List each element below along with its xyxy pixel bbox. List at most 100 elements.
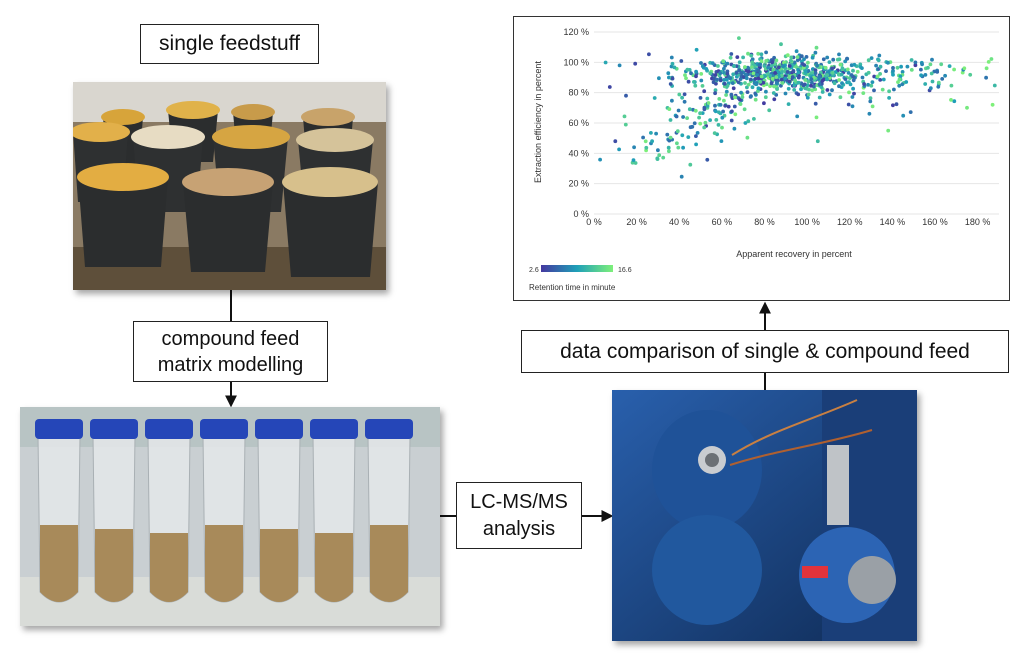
scatter-point: [913, 60, 918, 65]
scatter-point: [796, 80, 801, 85]
scatter-point: [676, 108, 681, 113]
scatter-point: [737, 60, 742, 65]
scatter-point: [877, 53, 882, 58]
scatter-point: [682, 99, 687, 104]
scatter-point: [770, 76, 775, 81]
scatter-point: [874, 63, 878, 68]
scatter-point: [990, 102, 995, 107]
scatter-point: [825, 55, 830, 60]
scatter-point: [725, 71, 730, 76]
scatter-point: [891, 103, 895, 108]
scatter-point: [745, 90, 750, 94]
scatter-point: [812, 84, 816, 89]
warning-label: [802, 566, 828, 578]
scatter-point: [745, 85, 749, 90]
scatter-point: [799, 87, 803, 92]
scatter-point: [799, 54, 804, 59]
scatter-point: [669, 55, 674, 60]
scatter-point: [686, 79, 691, 84]
scatter-point: [852, 62, 857, 67]
scatter-point: [962, 66, 967, 71]
scatter-point: [919, 67, 923, 72]
scatter-point: [724, 89, 729, 94]
scatter-point: [878, 64, 883, 69]
scatter-point: [928, 86, 933, 91]
sample-tube: [90, 419, 138, 603]
scatter-point: [821, 57, 826, 62]
sample-tube: [365, 419, 413, 603]
scatter-point: [729, 92, 734, 97]
scatter-point: [631, 158, 636, 163]
scatter-point: [837, 84, 841, 89]
scatter-point: [693, 83, 698, 88]
scatter-point: [777, 65, 781, 70]
scatter-point: [870, 104, 875, 109]
scatter-point: [869, 83, 874, 88]
scatter-point: [949, 83, 954, 88]
scatter-point: [787, 79, 792, 84]
scatter-point: [774, 58, 779, 63]
scatter-point: [899, 64, 903, 69]
scatter-point: [846, 71, 851, 75]
scatter-point: [847, 80, 851, 84]
scatter-point: [649, 131, 653, 135]
scatter-point: [723, 103, 728, 108]
scatter-point: [667, 107, 672, 111]
scatter-point: [746, 119, 751, 124]
scatter-point: [780, 69, 784, 74]
scatter-point: [699, 61, 703, 65]
scatter-point: [787, 64, 792, 68]
scatter-point: [757, 63, 762, 67]
scatter-point: [773, 62, 777, 66]
bucket-group-front: [77, 163, 378, 277]
scatter-point: [598, 157, 602, 162]
scatter-point: [657, 76, 661, 81]
scatter-point: [743, 81, 747, 85]
scatter-point: [762, 101, 766, 106]
scatter-point: [960, 70, 965, 75]
scatter-point: [729, 118, 734, 123]
scatter-point: [737, 36, 741, 40]
x-tick-label: 40 %: [669, 217, 690, 227]
scatter-point: [807, 87, 811, 92]
scatter-point: [777, 75, 781, 79]
x-tick-label: 180 %: [965, 217, 991, 227]
scatter-point: [815, 139, 820, 144]
scatter-point: [869, 56, 874, 60]
scatter-point: [702, 107, 707, 112]
scatter-point: [866, 82, 870, 87]
scatter-point: [729, 52, 734, 56]
scatter-point: [846, 102, 851, 107]
scatter-point: [685, 116, 689, 120]
scatter-point: [913, 63, 918, 68]
scatter-point: [830, 88, 834, 93]
scatter-point: [694, 69, 698, 74]
scatter-point: [721, 59, 726, 64]
scatter-point: [772, 97, 777, 102]
y-tick-label: 0 %: [573, 209, 589, 219]
scatter-point: [705, 104, 710, 108]
scatter-point: [656, 148, 660, 153]
scatter-point: [746, 82, 751, 87]
scatter-point: [809, 83, 813, 88]
scatter-point: [694, 134, 698, 138]
x-tick-label: 120 %: [837, 217, 863, 227]
scatter-point: [965, 105, 969, 110]
scatter-point: [810, 80, 814, 85]
scatter-point: [633, 161, 638, 165]
y-tick-label: 40 %: [568, 148, 589, 158]
scatter-point: [949, 98, 953, 102]
scatter-point: [652, 96, 657, 100]
data-comparison-label: data comparison of single & compound fee…: [521, 330, 1009, 373]
x-tick-label: 100 %: [794, 217, 820, 227]
scatter-point: [887, 89, 891, 94]
scatter-point: [670, 98, 674, 103]
scatter-point: [668, 82, 673, 86]
scatter-point: [699, 72, 704, 76]
scatter-point: [795, 55, 800, 59]
scatter-point: [700, 64, 705, 69]
scatter-point: [786, 102, 791, 106]
scatter-point: [674, 114, 679, 119]
scatter-point: [867, 111, 872, 116]
tube-cap: [145, 419, 193, 439]
